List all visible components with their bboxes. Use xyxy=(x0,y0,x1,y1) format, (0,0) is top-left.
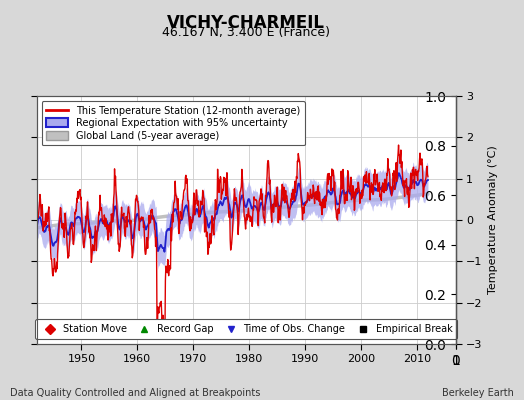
Text: VICHY-CHARMEIL: VICHY-CHARMEIL xyxy=(167,14,325,32)
Text: Berkeley Earth: Berkeley Earth xyxy=(442,388,514,398)
Legend: Station Move, Record Gap, Time of Obs. Change, Empirical Break: Station Move, Record Gap, Time of Obs. C… xyxy=(36,320,457,339)
Text: Data Quality Controlled and Aligned at Breakpoints: Data Quality Controlled and Aligned at B… xyxy=(10,388,261,398)
Y-axis label: Temperature Anomaly (°C): Temperature Anomaly (°C) xyxy=(488,146,498,294)
Text: 46.167 N, 3.400 E (France): 46.167 N, 3.400 E (France) xyxy=(162,26,330,39)
